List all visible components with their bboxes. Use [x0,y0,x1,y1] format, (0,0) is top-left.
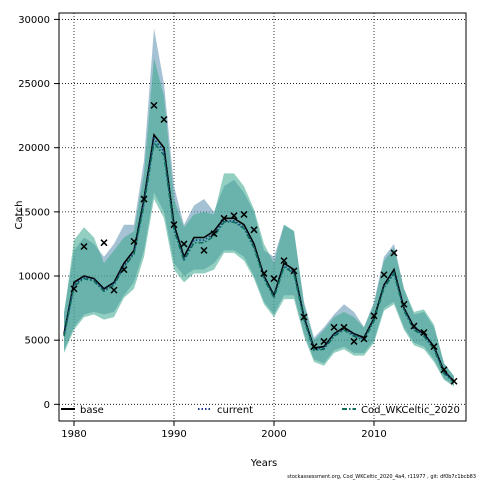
observed-point [360,335,368,343]
observed-point [390,249,398,257]
x-tick-label: 2010 [361,429,386,440]
observed-point [380,271,388,279]
observed-point [450,377,458,385]
observed-point [120,266,128,274]
series-line [63,140,455,384]
y-tick-label: 20000 [18,143,50,154]
x-tick-label: 1990 [161,429,186,440]
legend-label: current [217,405,253,416]
series-lines [63,132,455,384]
observed-point [340,323,348,331]
legend-label: base [80,405,104,416]
y-tick-label: 5000 [25,336,50,347]
observed-point [140,195,148,203]
x-tick-label: 1980 [61,429,86,440]
y-axis-ticks: 0 5000 10000 15000 20000 25000 30000 [18,15,59,411]
plot-frame [58,12,467,422]
observed-point [440,366,448,374]
legend: base current Cod_WKCeltic_2020 [61,405,460,416]
observed-point [100,239,108,247]
observed-point [230,212,238,220]
observed-point [260,269,268,277]
observed-point [250,226,258,234]
observed-point [270,275,278,283]
y-tick-label: 25000 [18,79,50,90]
y-axis-title: Catch [14,201,25,230]
observed-point [160,115,168,124]
x-tick-label: 2000 [261,429,286,440]
observed-point [310,343,318,351]
observed-point [130,237,138,245]
observed-point [370,312,378,320]
observed-point [290,267,298,275]
observed-point [420,328,428,337]
y-tick-label: 30000 [18,15,50,26]
observed-point [170,221,178,229]
series-line [63,132,455,382]
observed-point [80,242,88,251]
observed-point [70,285,78,293]
observed-point [410,322,418,330]
y-tick-label: 0 [44,400,50,411]
x-axis-ticks: 1980 1990 2000 2010 [61,421,387,440]
observed-point [280,257,288,265]
y-tick-label: 15000 [18,207,50,218]
observed-point [300,313,308,321]
observed-point [150,101,158,109]
observed-point [350,337,358,345]
observed-point [240,210,248,218]
observed-point [400,300,408,308]
footnote: stockassessment.org, Cod_WKCeltic_2020_4… [287,474,476,480]
confidence-band [64,57,454,387]
observed-point [200,246,208,254]
observed-point [110,286,118,294]
x-axis-title: Years [250,458,277,469]
observed-point [320,337,328,345]
observed-point [430,343,438,351]
legend-label: Cod_WKCeltic_2020 [361,405,460,416]
observed-point [210,230,218,238]
observed-point [220,214,228,222]
observed-markers [70,101,458,385]
observed-point [180,240,188,248]
y-tick-label: 10000 [18,272,50,283]
observed-point [330,323,338,331]
